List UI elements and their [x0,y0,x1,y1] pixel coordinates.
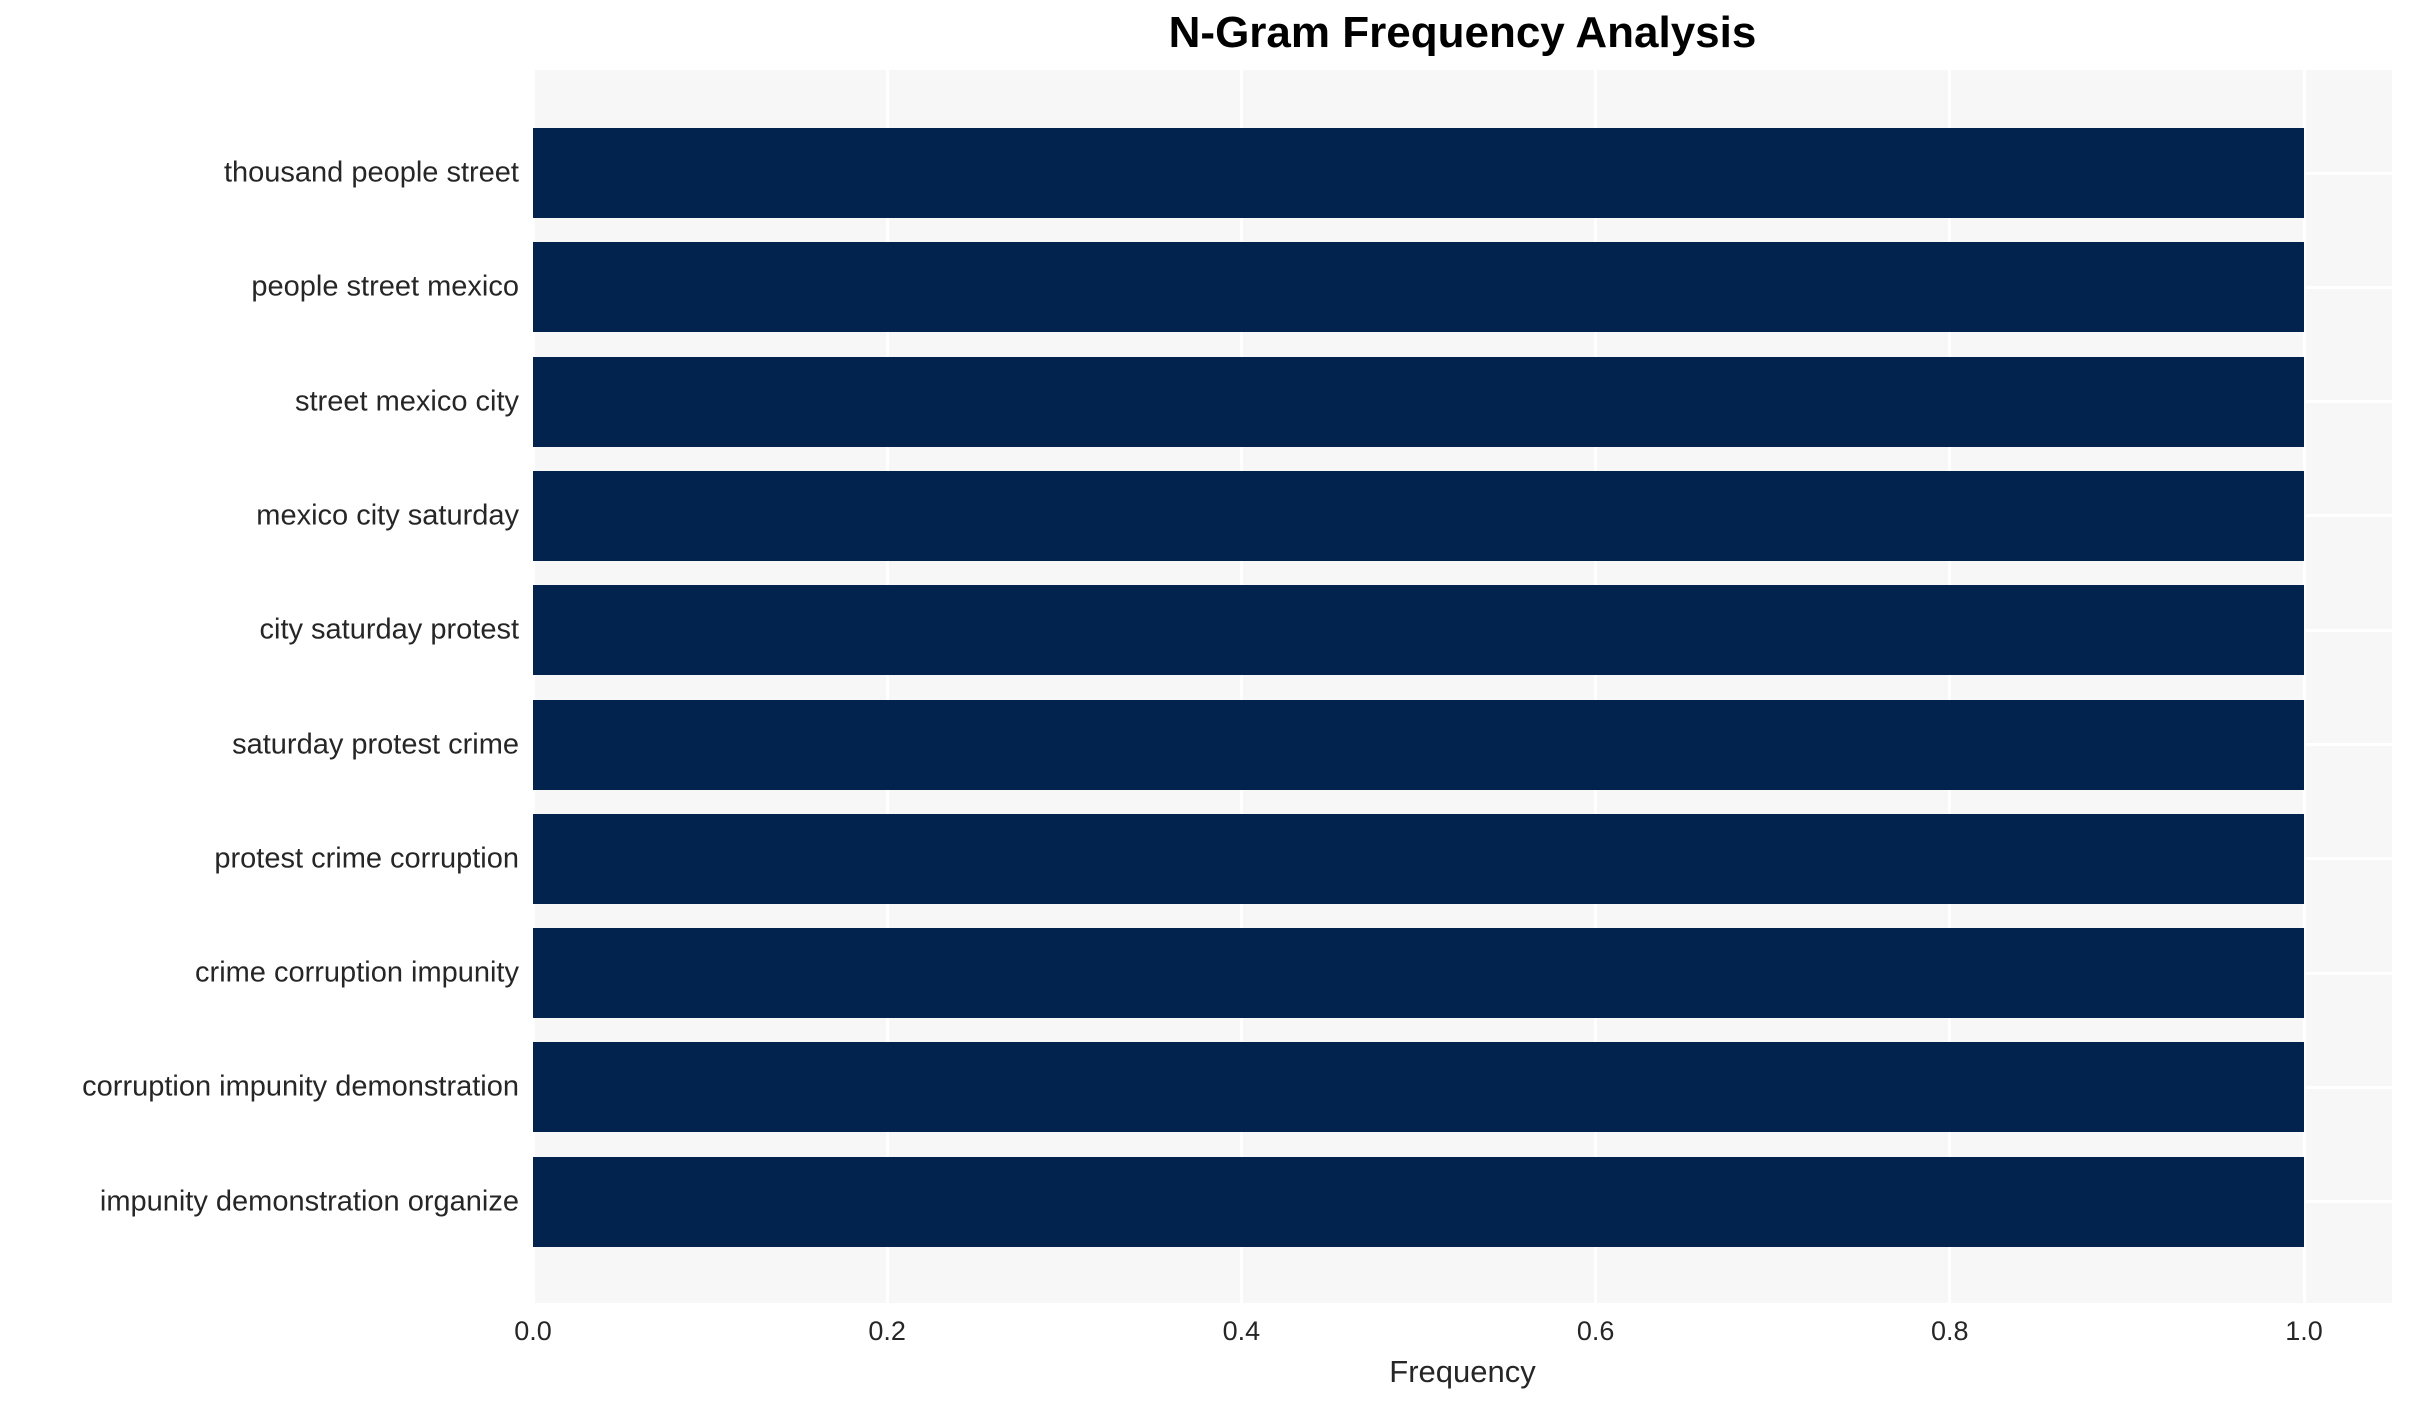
bar [533,1042,2304,1133]
plot-area [533,70,2392,1303]
y-tick-label: city saturday protest [259,613,520,646]
y-tick-label: people street mexico [251,270,519,303]
gridline-vertical [1239,70,1243,1303]
x-tick-label: 0.0 [514,1316,552,1346]
gridline-vertical [885,70,889,1303]
x-tick-label: 0.2 [868,1316,906,1346]
gridline-vertical [1594,70,1598,1303]
x-tick-label: 1.0 [2285,1316,2323,1346]
y-tick-label: corruption impunity demonstration [82,1070,519,1103]
x-axis-label: Frequency [1389,1354,1536,1389]
y-tick-label: thousand people street [223,156,519,189]
bar [533,813,2304,904]
y-tick-label: impunity demonstration organize [99,1185,519,1218]
bar [533,128,2304,218]
x-tick-label: 0.4 [1222,1316,1261,1346]
bar [533,928,2304,1019]
bar [533,585,2304,676]
gridline-vertical [533,70,535,1303]
x-tick-label: 0.6 [1576,1316,1615,1346]
bar [533,242,2304,333]
chart-title: N-Gram Frequency Analysis [1168,8,1757,57]
y-tick-label: crime corruption impunity [195,956,519,989]
y-tick-label: saturday protest crime [232,728,519,760]
bar [533,470,2304,561]
bar [533,1156,2304,1247]
y-tick-label: street mexico city [295,385,519,418]
gridline-vertical [2302,70,2306,1303]
y-tick-label: mexico city saturday [256,499,519,532]
x-tick-label: 0.8 [1931,1316,1969,1346]
bar [533,699,2304,790]
bar [533,356,2304,447]
gridline-vertical [1948,70,1952,1303]
y-tick-label: protest crime corruption [214,842,519,875]
